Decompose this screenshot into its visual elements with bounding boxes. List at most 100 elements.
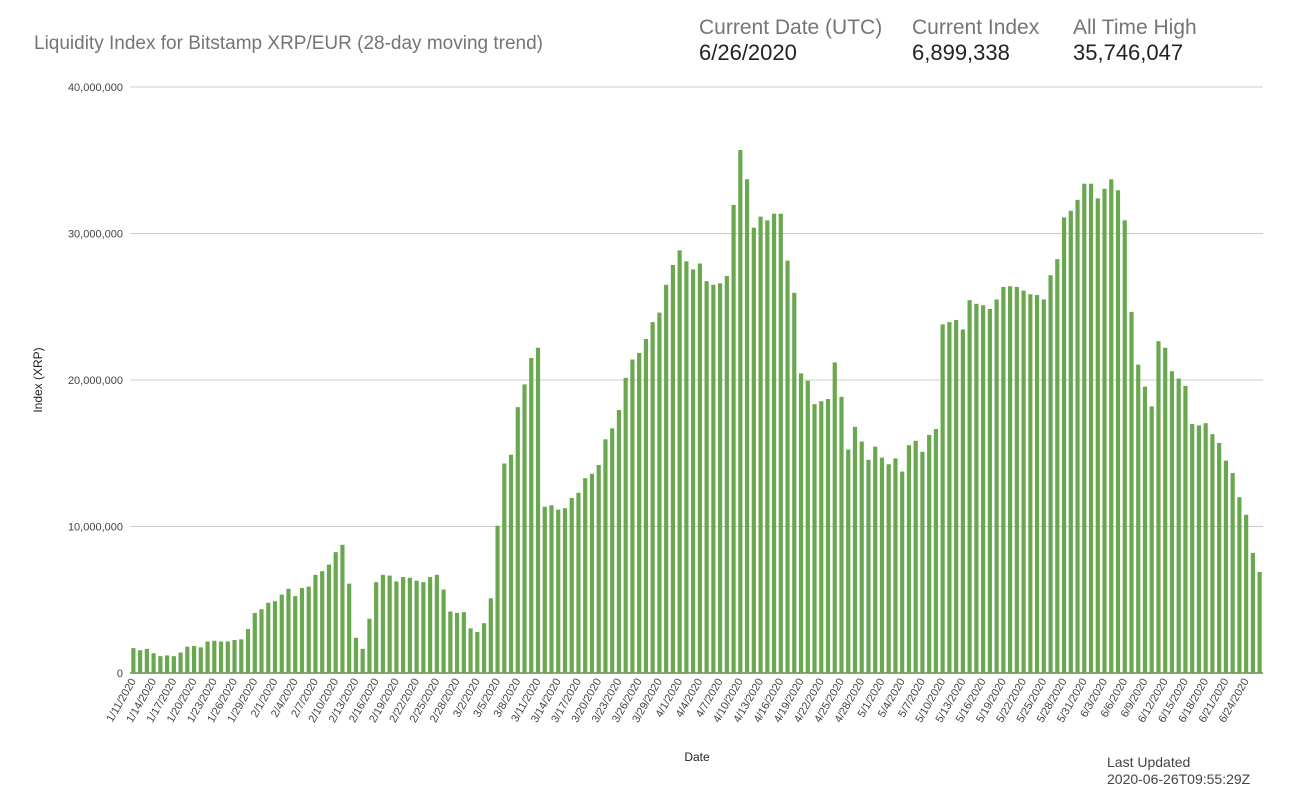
bar — [394, 581, 399, 673]
last-updated-label: Last Updated — [1107, 754, 1191, 770]
bar — [340, 544, 345, 673]
x-tick-labels: 1/11/20201/14/20201/17/20201/20/20201/23… — [105, 677, 1252, 725]
bar — [643, 338, 649, 673]
bar — [414, 580, 419, 673]
bar — [347, 583, 352, 673]
bar — [603, 439, 608, 673]
bar — [623, 377, 628, 673]
bar — [1061, 217, 1067, 673]
bar — [1156, 341, 1161, 673]
bar — [1001, 286, 1006, 673]
bar — [1109, 179, 1114, 674]
bar — [488, 598, 493, 673]
bar — [1250, 552, 1255, 673]
bar — [165, 655, 170, 673]
y-tick-label: 10,000,000 — [68, 522, 123, 534]
bar — [576, 492, 581, 673]
bar — [360, 648, 365, 673]
bar — [1223, 460, 1228, 673]
bar — [900, 471, 905, 673]
bar — [1257, 571, 1262, 673]
bar — [1041, 299, 1046, 673]
bar — [212, 640, 217, 673]
bar — [731, 204, 736, 673]
bar — [859, 441, 864, 673]
bar — [1169, 371, 1175, 673]
bar — [691, 269, 696, 673]
bar — [873, 446, 878, 673]
bar — [724, 275, 729, 673]
bar — [657, 312, 662, 673]
bar — [967, 300, 972, 673]
bar — [225, 641, 230, 673]
bar — [1129, 311, 1134, 673]
x-axis-title: Date — [684, 750, 710, 764]
bar — [852, 426, 858, 673]
bar — [535, 347, 541, 673]
bar — [1068, 210, 1073, 674]
bar — [771, 213, 777, 673]
stat-current-index: Current Index 6,899,338 — [912, 16, 1039, 66]
stat-current-date-label: Current Date (UTC) — [699, 16, 883, 39]
bar — [178, 652, 183, 673]
bar — [792, 292, 797, 673]
stat-current-date-value: 6/26/2020 — [699, 40, 797, 65]
bar — [138, 650, 143, 673]
bar — [1176, 378, 1181, 673]
bar — [529, 358, 534, 673]
bar — [825, 399, 831, 673]
bar — [994, 299, 999, 673]
bar — [353, 637, 359, 673]
bar — [367, 618, 372, 673]
bar — [549, 505, 554, 673]
bar — [293, 596, 298, 673]
bar — [954, 319, 959, 673]
bar — [191, 645, 197, 673]
bar — [920, 451, 925, 673]
bar — [1203, 423, 1208, 673]
bar — [131, 648, 136, 673]
bar — [1088, 183, 1094, 673]
bar — [495, 525, 500, 673]
bar — [886, 464, 891, 673]
bar — [879, 457, 885, 673]
y-tick-label: 20,000,000 — [68, 375, 123, 387]
bar — [704, 281, 709, 673]
bar — [589, 473, 595, 673]
bar — [185, 646, 190, 673]
bar — [333, 552, 338, 673]
bar — [1190, 423, 1195, 673]
bar — [960, 329, 965, 673]
bar — [616, 410, 622, 673]
bar — [765, 220, 770, 673]
bar — [326, 564, 332, 673]
bars — [131, 150, 1262, 674]
bar — [468, 628, 473, 673]
bar — [1136, 364, 1141, 673]
bar — [198, 647, 203, 673]
bar — [1149, 406, 1154, 673]
bar — [1210, 434, 1215, 673]
bar — [1008, 286, 1013, 673]
bar — [421, 582, 426, 673]
y-tick-label: 0 — [117, 668, 123, 680]
bar — [266, 602, 271, 673]
bar — [252, 612, 257, 673]
bar — [461, 612, 466, 673]
gridlines — [130, 86, 1263, 674]
bar — [434, 574, 439, 673]
bar — [508, 454, 514, 673]
bar — [866, 459, 871, 673]
bar — [1014, 286, 1019, 673]
bar — [1115, 190, 1121, 673]
bar — [562, 508, 568, 673]
bar — [171, 656, 176, 673]
bar — [144, 648, 149, 673]
bar — [502, 463, 507, 673]
bar — [846, 449, 851, 673]
stat-current-index-label: Current Index — [912, 16, 1040, 39]
bar — [380, 574, 385, 673]
bar — [556, 509, 561, 673]
bar — [819, 401, 824, 673]
bar — [1075, 199, 1080, 673]
